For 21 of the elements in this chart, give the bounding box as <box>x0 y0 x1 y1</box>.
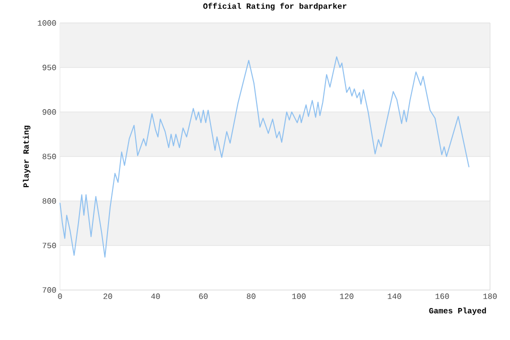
chart-title: Official Rating for bardparker <box>203 2 346 10</box>
x-tick-label: 140 <box>388 294 402 299</box>
x-tick-label: 60 <box>199 294 208 299</box>
y-tick-label: 1000 <box>38 20 56 26</box>
y-tick-label: 800 <box>42 198 56 204</box>
y-tick-label: 900 <box>42 109 56 115</box>
x-tick-label: 120 <box>340 294 354 299</box>
x-tick-label: 0 <box>58 294 62 299</box>
x-tick-label: 160 <box>436 294 449 299</box>
line-series <box>60 56 470 258</box>
y-tick-label: 700 <box>42 287 56 293</box>
x-tick-label: 80 <box>246 294 256 299</box>
y-axis-title: Player Rating <box>22 126 30 188</box>
y-tick-label: 850 <box>42 154 56 160</box>
y-tick-label: 950 <box>42 64 56 70</box>
x-tick-label: 40 <box>151 294 160 299</box>
x-tick-label: 20 <box>104 294 112 299</box>
x-tick-label: 100 <box>292 294 306 299</box>
y-tick-label: 750 <box>42 242 56 248</box>
x-tick-label: 180 <box>483 294 497 299</box>
x-axis-title: Games Played <box>429 308 486 315</box>
